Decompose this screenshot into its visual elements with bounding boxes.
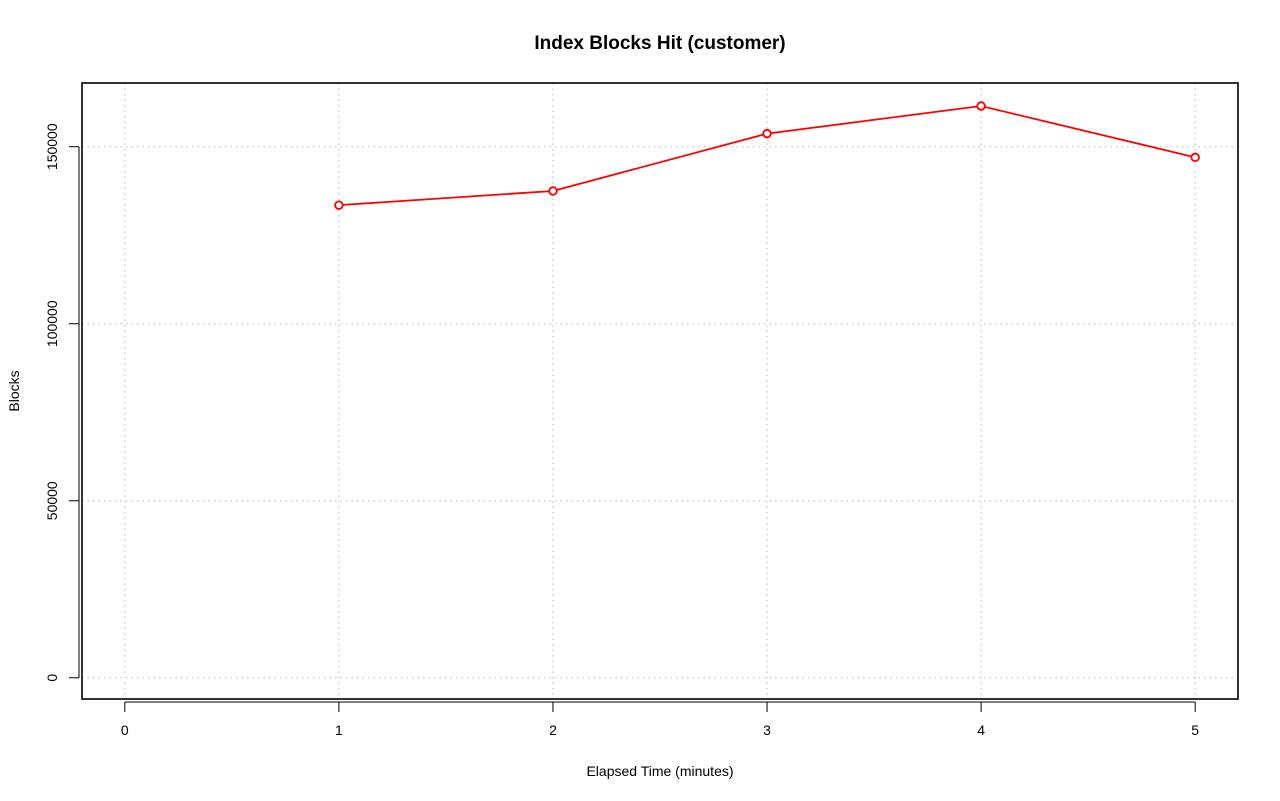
y-tick-label: 150000 <box>44 123 60 170</box>
series-layer <box>334 101 1200 210</box>
x-tick-label: 0 <box>121 722 129 738</box>
data-point <box>548 186 558 196</box>
y-tick-label: 50000 <box>44 481 60 520</box>
x-axis-label: Elapsed Time (minutes) <box>586 763 733 779</box>
x-tick-label: 1 <box>335 722 343 738</box>
data-point <box>976 101 986 111</box>
axes: 0 1 2 3 4 5 0 50000 100000 150000 <box>44 123 1199 738</box>
y-tick-label: 100000 <box>44 300 60 347</box>
x-tick-label: 4 <box>977 722 985 738</box>
grid-lines <box>82 83 1238 699</box>
plot-frame <box>81 82 1239 700</box>
y-tick-label: 0 <box>44 674 60 682</box>
data-point <box>762 128 772 139</box>
data-point <box>334 200 344 210</box>
x-tick-label: 3 <box>763 722 771 738</box>
x-tick-label: 2 <box>549 722 557 738</box>
y-axis-label: Blocks <box>6 370 22 411</box>
data-point <box>1190 152 1200 163</box>
chart-title: Index Blocks Hit (customer) <box>534 33 785 54</box>
x-tick-label: 5 <box>1191 722 1199 738</box>
